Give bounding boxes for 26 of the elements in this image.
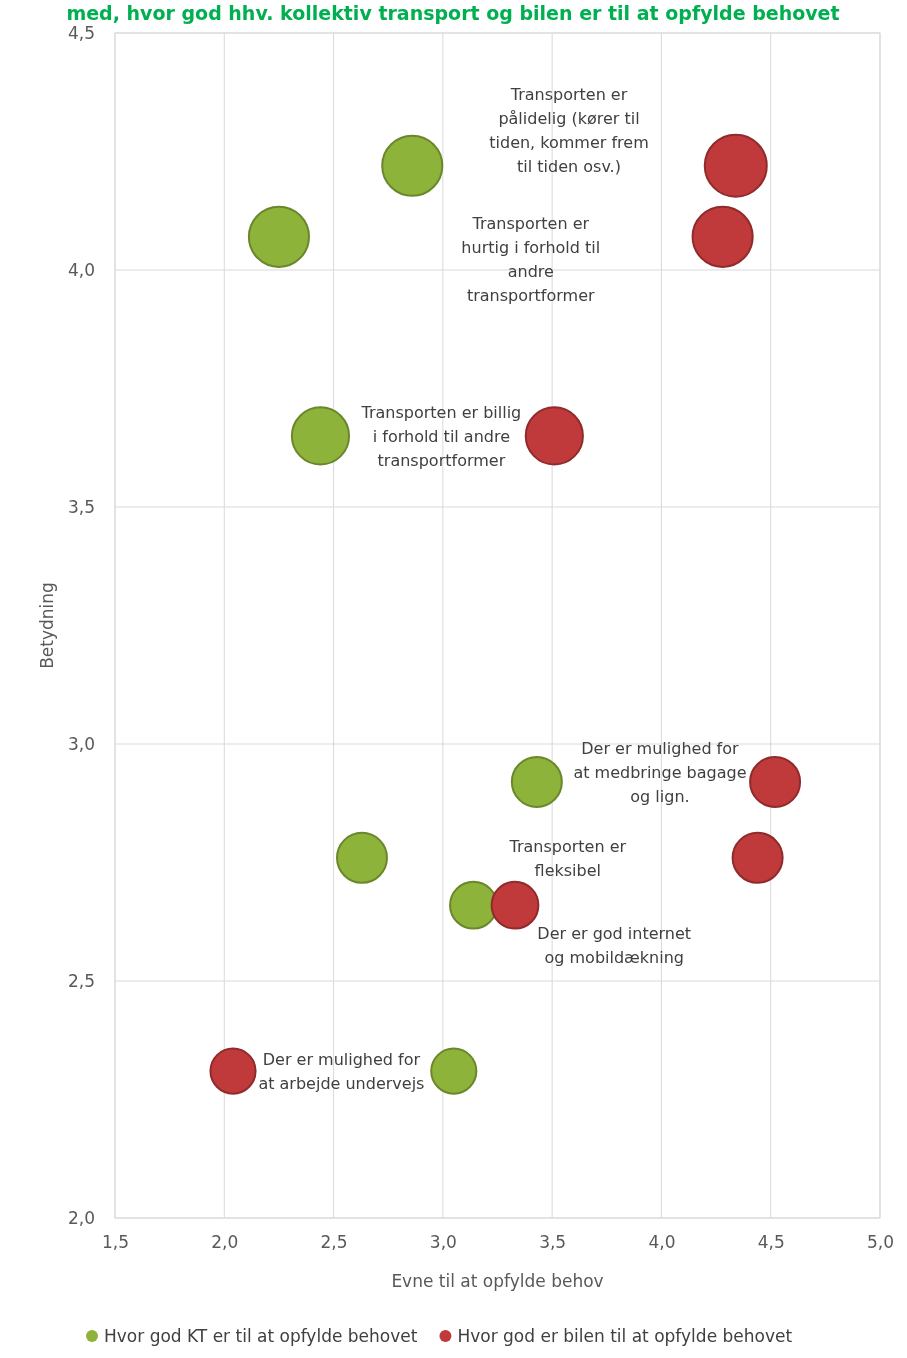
annotation: Der er mulighed for at medbringe bagage og lign. xyxy=(573,738,747,806)
x-tick-label: 3,0 xyxy=(429,1232,457,1253)
legend-label: Hvor god KT er til at opfylde behovet xyxy=(104,1326,418,1346)
x-tick-label: 4,0 xyxy=(648,1232,676,1253)
y-tick-label: 4,5 xyxy=(67,22,95,43)
x-tick-label: 4,5 xyxy=(757,1232,785,1253)
x-axis-title: Evne til at opfylde behov xyxy=(391,1271,604,1291)
y-axis-title: Betydning xyxy=(37,582,57,669)
x-tick-label: 2,0 xyxy=(211,1232,239,1253)
annotation: Der er god internet og mobildækning xyxy=(537,924,692,968)
x-tick-label: 2,5 xyxy=(320,1232,348,1253)
x-tick-label: 5,0 xyxy=(866,1232,895,1253)
chart-title: med, hvor god hhv. kollektiv transport og bilen er til at opfylde behovet xyxy=(66,2,840,24)
y-tick-label: 2,0 xyxy=(67,1207,95,1228)
y-tick-label: 3,5 xyxy=(67,496,95,517)
annotation: Transporten er billig i forhold til andre transportformer xyxy=(360,402,522,470)
annotation: Transporten er fleksibel xyxy=(508,836,627,880)
y-tick-label: 2,5 xyxy=(67,970,95,991)
x-tick-label: 1,5 xyxy=(101,1232,130,1253)
legend-label: Hvor god er bilen til at opfylde behovet xyxy=(457,1326,793,1346)
annotation: Transporten er hurtig i forhold til andre transportformer xyxy=(461,213,601,305)
x-tick-label: 3,5 xyxy=(539,1232,567,1253)
annotation: Transporten er pålidelig (kører til tiden, kommer frem til tiden osv.) xyxy=(489,84,649,176)
y-tick-label: 4,0 xyxy=(67,259,95,280)
y-tick-label: 3,0 xyxy=(67,733,95,754)
annotation: Der er mulighed for at arbejde undervejs xyxy=(258,1050,425,1094)
